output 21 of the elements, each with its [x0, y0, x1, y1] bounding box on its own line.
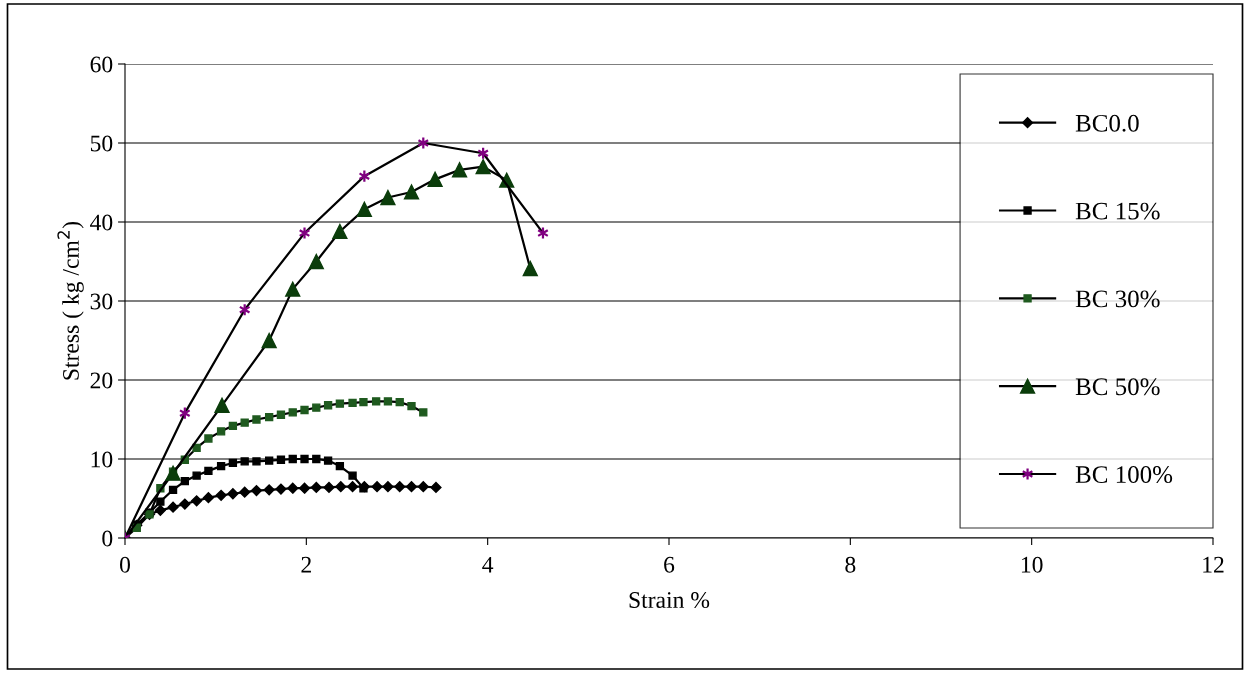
legend-label: BC 15%: [1075, 202, 1160, 220]
y-tick-label: 10: [91, 451, 113, 468]
y-tick-label: 40: [90, 214, 113, 231]
x-tick-label: 0: [120, 556, 130, 573]
x-tick-label: 8: [845, 556, 856, 573]
y-tick-label: 0: [102, 530, 113, 547]
legend-label: BC 50%: [1075, 378, 1160, 396]
y-tick-label: 20: [90, 372, 113, 389]
legend-label: BC0.0: [1075, 114, 1139, 132]
x-tick-label: 12: [1203, 556, 1224, 573]
y-axis-title: Stress ( kg /cm$^{2}$): [57, 221, 84, 380]
y-tick-label: 30: [90, 293, 113, 310]
legend-label: BC 30%: [1075, 290, 1160, 308]
y-tick-label: 50: [90, 135, 113, 152]
y-tick-label: 60: [90, 56, 113, 73]
x-tick-label: 6: [664, 556, 675, 573]
x-tick-label: 2: [301, 556, 311, 573]
legend-label: BC 100%: [1075, 466, 1173, 484]
x-tick-label: 4: [482, 556, 494, 573]
x-axis-title: Strain %: [629, 592, 710, 609]
x-tick-label: 10: [1021, 556, 1043, 573]
